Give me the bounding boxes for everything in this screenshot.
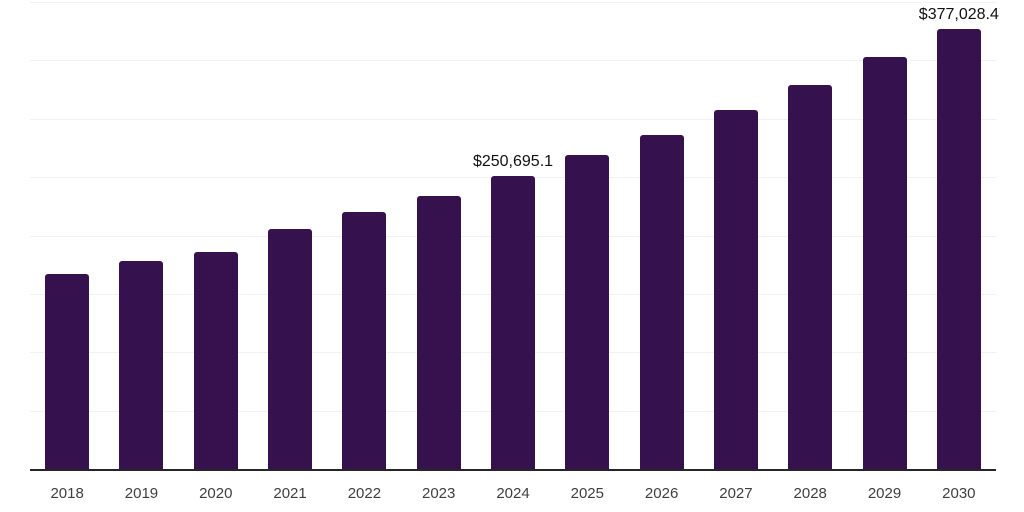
bar-2022 <box>342 212 387 469</box>
x-tick-2021: 2021 <box>273 485 307 502</box>
bar-2027 <box>713 110 758 469</box>
bar-2020 <box>193 251 238 469</box>
bar-2021 <box>268 229 313 469</box>
x-tick-2026: 2026 <box>644 485 679 502</box>
x-tick-2025: 2025 <box>570 485 604 502</box>
x-tick-2019: 2019 <box>124 485 159 502</box>
x-tick-2022: 2022 <box>347 485 382 502</box>
bar-2019 <box>119 260 164 469</box>
x-tick-2030: 2030 <box>942 485 976 502</box>
data-label-2024: $250,695.1 <box>472 153 554 171</box>
x-tick-2028: 2028 <box>793 485 827 502</box>
x-tick-2018: 2018 <box>50 485 84 502</box>
x-axis-line <box>30 469 996 471</box>
x-tick-2023: 2023 <box>422 485 456 502</box>
x-tick-2027: 2027 <box>719 485 753 502</box>
bar-2028 <box>788 84 833 469</box>
data-label-2030: $377,028.4 <box>918 5 999 23</box>
gridline <box>30 2 996 3</box>
bar-2026 <box>639 134 684 469</box>
bar-2030 <box>936 28 981 469</box>
x-tick-2024: 2024 <box>496 485 530 502</box>
bar-2018 <box>45 273 90 469</box>
gridline <box>30 60 996 62</box>
gridline <box>30 118 996 120</box>
bar-2025 <box>565 155 610 469</box>
bar-2023 <box>416 196 461 469</box>
x-tick-2020: 2020 <box>199 485 233 502</box>
bar-2029 <box>862 56 907 469</box>
bar-2024 <box>491 176 535 469</box>
x-tick-2029: 2029 <box>867 485 902 502</box>
